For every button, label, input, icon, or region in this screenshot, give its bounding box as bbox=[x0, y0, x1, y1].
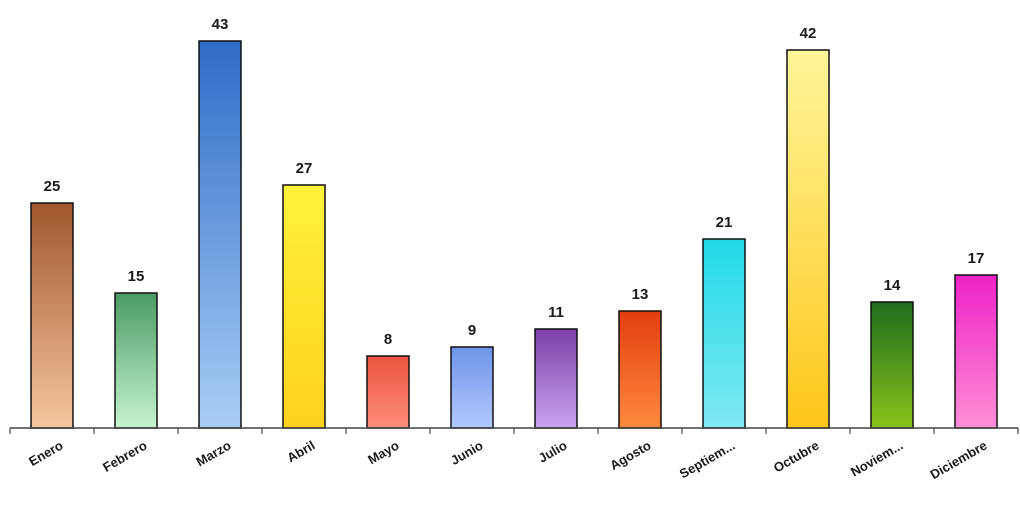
category-label: Abril bbox=[284, 438, 317, 466]
bar-mayo bbox=[366, 355, 410, 429]
bar-junio bbox=[450, 346, 494, 429]
bar-febrero bbox=[114, 292, 158, 429]
bar-octubre bbox=[786, 49, 830, 429]
value-label: 42 bbox=[800, 25, 817, 42]
category-label: Marzo bbox=[193, 438, 233, 470]
bar-enero bbox=[30, 202, 74, 429]
category-label: Septiem... bbox=[677, 438, 738, 482]
value-label: 27 bbox=[296, 160, 313, 177]
value-label: 14 bbox=[884, 277, 901, 294]
value-label: 13 bbox=[632, 286, 649, 303]
value-label: 8 bbox=[384, 331, 392, 348]
bar-marzo bbox=[198, 40, 242, 429]
category-label: Octubre bbox=[771, 438, 822, 476]
bar-noviem bbox=[870, 301, 914, 429]
category-label: Enero bbox=[26, 438, 65, 469]
category-label: Mayo bbox=[365, 438, 401, 468]
value-label: 15 bbox=[128, 268, 145, 285]
bar-julio bbox=[534, 328, 578, 429]
x-ticks-layer bbox=[9, 428, 1019, 434]
value-label: 17 bbox=[968, 250, 985, 267]
value-label: 9 bbox=[468, 322, 476, 339]
category-label: Diciembre bbox=[928, 438, 990, 482]
bar-septiem bbox=[702, 238, 746, 429]
category-label: Junio bbox=[448, 438, 486, 468]
category-label: Febrero bbox=[100, 438, 149, 475]
category-labels-layer: Enero Febrero Marzo Abril Mayo Junio Julio Agos… bbox=[26, 438, 989, 482]
value-label: 21 bbox=[716, 214, 733, 231]
category-label: Noviem... bbox=[848, 438, 906, 480]
bars-layer bbox=[30, 40, 998, 429]
value-label: 11 bbox=[548, 304, 564, 321]
value-label: 25 bbox=[44, 178, 61, 195]
category-label: Agosto bbox=[607, 438, 653, 473]
value-labels-layer: 25 15 43 27 8 9 11 13 21 42 14 17 bbox=[44, 16, 985, 348]
bar-agosto bbox=[618, 310, 662, 429]
category-label: Julio bbox=[536, 438, 570, 466]
bar-abril bbox=[282, 184, 326, 429]
bar-diciembre bbox=[954, 274, 998, 429]
value-label: 43 bbox=[212, 16, 229, 33]
